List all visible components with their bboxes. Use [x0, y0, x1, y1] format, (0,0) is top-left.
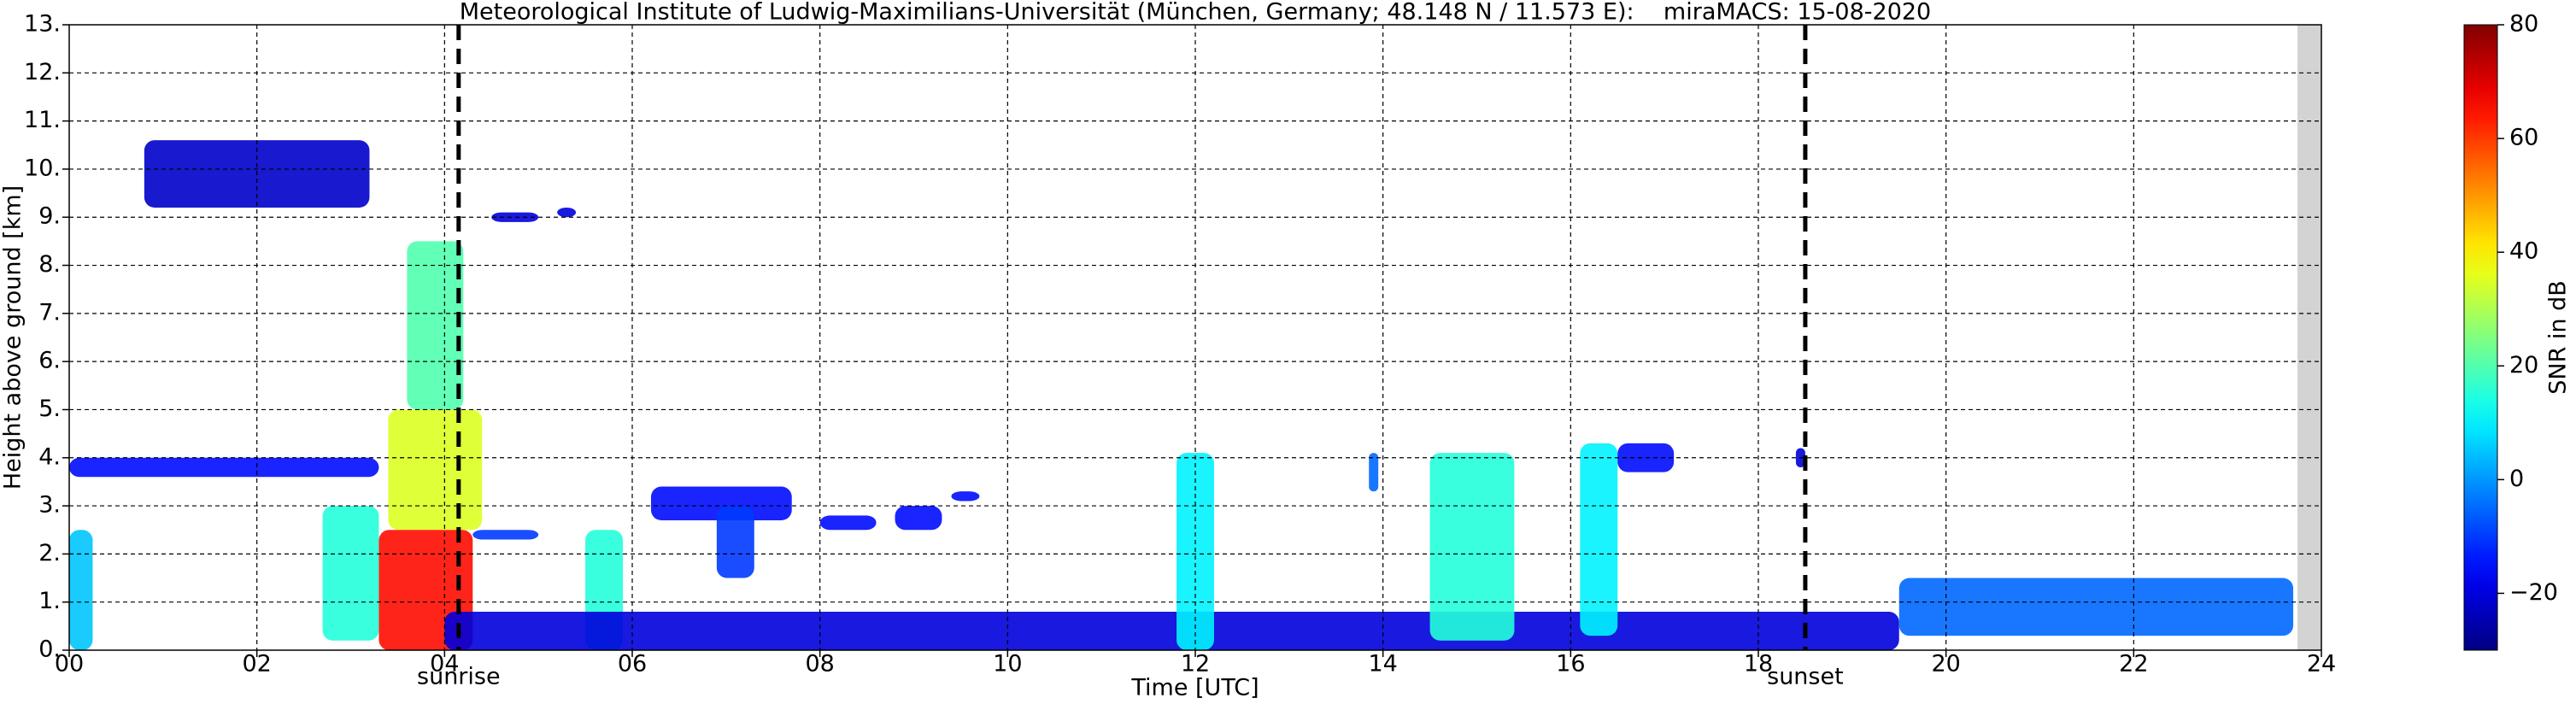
- radar-echo: [819, 515, 877, 531]
- x-tick-label: 14: [1368, 651, 1397, 678]
- y-tick-label: 7.: [38, 299, 61, 326]
- y-tick-label: 8.: [38, 251, 61, 278]
- annotation-label: sunset: [1767, 664, 1844, 690]
- radar-echo: [1369, 453, 1379, 492]
- y-axis-label: Height above ground [km]: [0, 185, 26, 490]
- x-tick-label: 00: [55, 651, 84, 678]
- y-tick-label: 9.: [38, 203, 61, 230]
- y-tick-label: 3.: [38, 492, 61, 519]
- y-tick-label: 13.: [24, 11, 61, 38]
- x-tick-label: 22: [2119, 651, 2148, 678]
- annotation-label: sunrise: [417, 664, 501, 690]
- radar-echo: [1429, 453, 1515, 641]
- colorbar-tick-label: −20: [2509, 579, 2558, 606]
- chart-title: Meteorological Institute of Ludwig-Maxim…: [460, 0, 1932, 26]
- radar-echo: [716, 506, 754, 578]
- radar-echo: [322, 506, 379, 641]
- x-axis-label: Time [UTC]: [1130, 675, 1259, 701]
- radar-echo: [557, 207, 577, 218]
- x-tick-label: 10: [993, 651, 1022, 678]
- radar-echo: [1580, 443, 1618, 637]
- y-tick-label: 10.: [24, 155, 61, 181]
- y-tick-label: 12.: [24, 59, 61, 85]
- x-tick-label: 12: [1181, 651, 1210, 678]
- y-tick-label: 6.: [38, 348, 61, 374]
- x-tick-label: 24: [2307, 651, 2336, 678]
- y-tick-label: 5.: [38, 396, 61, 422]
- radar-echo: [69, 530, 93, 650]
- plot-frame: [68, 24, 2322, 651]
- colorbar-tick-label: 20: [2509, 352, 2538, 378]
- y-tick-label: 1.: [38, 588, 61, 614]
- x-tick-label: 20: [1931, 651, 1960, 678]
- x-tick-label: 08: [805, 651, 834, 678]
- y-tick-label: 4.: [38, 443, 61, 470]
- colorbar-tick-label: 80: [2509, 11, 2538, 38]
- missing-data: [2297, 25, 2321, 650]
- x-tick-label: 16: [1556, 651, 1585, 678]
- y-tick-label: 11.: [24, 107, 61, 133]
- radar-echo: [895, 506, 942, 531]
- radar-echo: [407, 241, 464, 410]
- colorbar-tick-label: 40: [2509, 238, 2538, 265]
- grid: [62, 24, 2322, 657]
- colorbar-tick-label: 60: [2509, 125, 2538, 151]
- colorbar-tick-label: 0: [2509, 466, 2524, 492]
- colorbar: [2463, 24, 2498, 651]
- radar-echo: [388, 409, 483, 531]
- y-tick-label: 2.: [38, 540, 61, 566]
- x-tick-label: 04: [430, 651, 459, 678]
- radar-echo: [69, 457, 379, 478]
- x-tick-label: 02: [242, 651, 271, 678]
- radar-echo: [951, 491, 980, 502]
- echo-layer: [69, 140, 2294, 650]
- radar-echo: [444, 611, 1899, 650]
- y-tick-label: 0.: [38, 637, 61, 663]
- x-tick-label: 06: [618, 651, 647, 678]
- radar-echo: [650, 486, 792, 520]
- radar-echo: [491, 212, 539, 222]
- colorbar-label: SNR in dB: [2545, 280, 2572, 395]
- radar-echo: [472, 530, 539, 540]
- x-tick-label: 18: [1744, 651, 1773, 678]
- radar-echo: [1898, 578, 2294, 637]
